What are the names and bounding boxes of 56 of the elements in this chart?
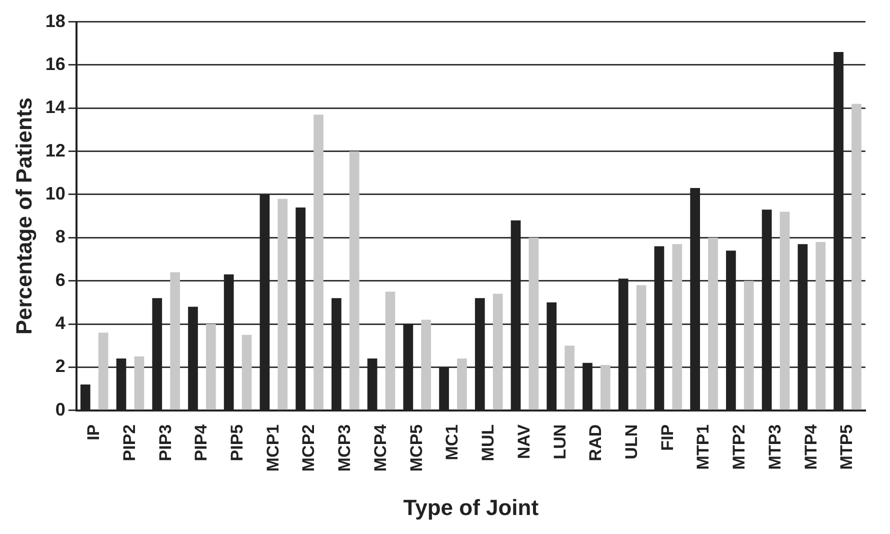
x-tick-label: NAV <box>514 424 534 460</box>
bar <box>457 358 467 410</box>
bar <box>242 334 252 410</box>
bar <box>134 356 144 410</box>
bar <box>314 114 324 410</box>
bar <box>708 238 718 410</box>
y-tick-label: 14 <box>45 97 66 118</box>
bar <box>636 285 646 410</box>
x-tick-label: PIP4 <box>192 424 211 462</box>
x-tick-label: MTP2 <box>730 424 749 470</box>
x-tick-label: MC1 <box>442 424 462 460</box>
y-tick-label: 12 <box>45 140 66 160</box>
x-tick-label: MCP1 <box>263 424 282 472</box>
x-tick-label: PIP2 <box>120 424 139 462</box>
bar <box>385 292 396 410</box>
bar <box>278 198 288 410</box>
y-tick-label: 18 <box>45 10 66 31</box>
x-tick-label: MUL <box>478 424 498 462</box>
x-tick-label: MTP5 <box>837 424 856 470</box>
y-tick-label: 10 <box>45 183 66 204</box>
bar <box>744 280 754 410</box>
x-tick-label: ULN <box>622 424 642 460</box>
bar <box>528 238 539 410</box>
x-tick-label: MTP4 <box>801 424 820 470</box>
x-axis-title: Type of Joint <box>403 494 540 520</box>
bar <box>852 104 862 410</box>
y-tick-label: 2 <box>55 356 66 376</box>
bar <box>564 346 574 410</box>
y-axis-title: Percentage of Patients <box>11 97 36 335</box>
bar <box>816 242 826 410</box>
bar <box>170 272 180 410</box>
bar <box>421 320 432 410</box>
bar <box>780 212 790 410</box>
bar <box>98 332 108 410</box>
x-tick-label: MCP3 <box>335 424 354 472</box>
bar <box>349 151 360 410</box>
x-tick-label: PIP3 <box>156 424 175 462</box>
x-tick-label: RAD <box>586 424 606 462</box>
x-tick-label: IP <box>84 424 104 440</box>
y-tick-label: 4 <box>55 312 66 333</box>
x-tick-label: FIP <box>658 424 677 451</box>
bar <box>492 294 503 410</box>
x-tick-label: PIP5 <box>228 424 246 462</box>
bar <box>206 324 216 410</box>
y-tick-label: 8 <box>55 226 66 247</box>
x-tick-label: MTP1 <box>694 424 713 470</box>
x-tick-label: LUN <box>550 424 570 460</box>
x-tick-label: MCP4 <box>370 424 390 472</box>
bar <box>600 365 610 410</box>
y-tick-label: 0 <box>55 399 66 420</box>
bar <box>672 244 682 410</box>
x-tick-label: MCP5 <box>406 424 426 472</box>
y-tick-label: 16 <box>45 54 66 74</box>
y-tick-label: 6 <box>55 270 66 290</box>
x-tick-label: MCP2 <box>299 424 318 472</box>
x-tick-label: MTP3 <box>765 424 784 470</box>
